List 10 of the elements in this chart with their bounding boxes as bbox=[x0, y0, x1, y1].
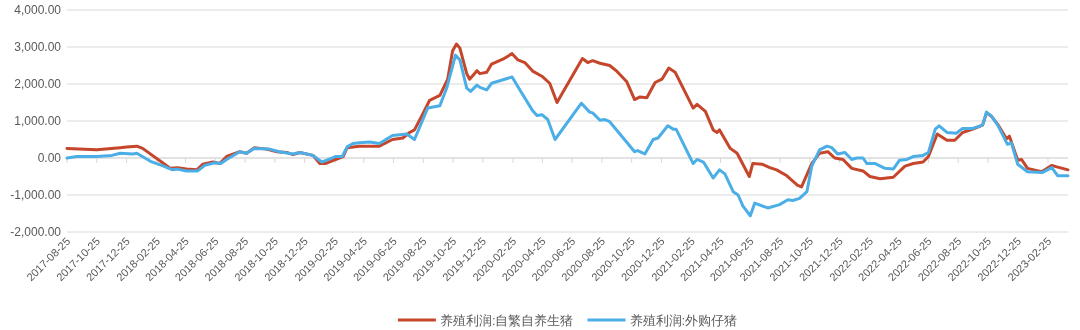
y-tick-label: -1,000.00 bbox=[10, 188, 62, 202]
y-tick-label: 1,000.00 bbox=[14, 114, 62, 128]
y-tick-label: 0.00 bbox=[37, 151, 62, 165]
legend-label: 养殖利润:外购仔猪 bbox=[629, 313, 738, 328]
legend-label: 养殖利润:自繁自养生猪 bbox=[439, 313, 574, 328]
y-tick-label: 2,000.00 bbox=[14, 77, 62, 91]
line-series bbox=[65, 53, 1070, 218]
y-tick-label: 3,000.00 bbox=[14, 40, 62, 54]
y-tick-label: 4,000.00 bbox=[14, 3, 62, 17]
y-tick-label: -2,000.00 bbox=[10, 225, 62, 239]
